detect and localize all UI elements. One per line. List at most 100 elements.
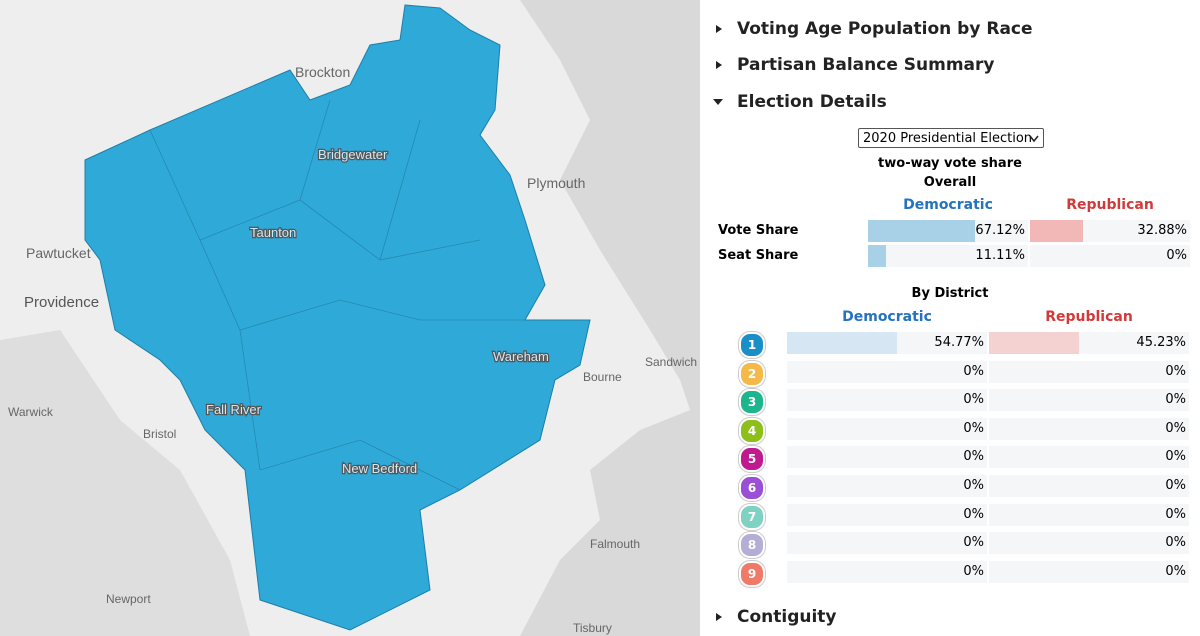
cell: 0% [787, 446, 987, 469]
collapse-icon[interactable] [714, 24, 724, 34]
cell-value: 0% [1165, 478, 1186, 493]
collapse-icon[interactable] [714, 60, 724, 70]
value-bar [868, 245, 886, 267]
map-label: Bridgewater [318, 147, 388, 162]
cell-value: 0% [1165, 363, 1186, 379]
column-header: Republican [1045, 309, 1133, 325]
cell-value: 0% [963, 449, 984, 465]
map-label: Warwick [8, 405, 54, 419]
cell-value: 0% [1165, 506, 1186, 522]
cell: 0% [787, 532, 987, 555]
cell: 0% [1030, 245, 1190, 267]
cell-value: 0% [1165, 392, 1186, 408]
election-select[interactable]: 2020 Presidential Election [858, 128, 1044, 148]
cell: 45.23% [989, 332, 1189, 354]
row-label: Seat Share [718, 248, 799, 263]
map-label: Newport [106, 592, 151, 606]
cell: 0% [989, 389, 1189, 412]
cell: 0% [989, 475, 1189, 497]
map-label: Fall River [206, 402, 262, 417]
cell-value: 0% [963, 392, 984, 408]
subtitle: two-way vote share [878, 156, 1022, 171]
cell: 0% [989, 417, 1189, 440]
cell: 0% [989, 560, 1189, 583]
cell-value: 45.23% [1136, 335, 1186, 350]
map-label: Tisbury [573, 621, 612, 635]
cell-value: 0% [1165, 563, 1186, 579]
cell: 0% [787, 475, 987, 497]
column-header: Democratic [842, 309, 932, 325]
column-header: Democratic [903, 197, 993, 213]
collapse-icon[interactable] [714, 612, 724, 622]
section-header[interactable]: Contiguity [737, 607, 837, 627]
side-panel: Voting Age Population by Race Partisan B… [700, 0, 1200, 636]
value-bar [868, 220, 976, 242]
district-badge: 3 [739, 389, 765, 416]
cell-value: 54.77% [934, 335, 984, 350]
cell: 11.11% [868, 245, 1028, 267]
cell: 0% [989, 446, 1189, 469]
cell: 67.12% [868, 220, 1028, 242]
expand-icon[interactable] [712, 97, 724, 107]
cell: 0% [787, 503, 987, 526]
cell: 54.77% [787, 332, 987, 354]
map-label: Providence [24, 294, 99, 311]
value-bar [787, 332, 897, 354]
overall-heading: Overall [923, 175, 977, 190]
map-label: Falmouth [590, 537, 640, 551]
district-1[interactable] [84, 4, 591, 631]
cell-value: 0% [963, 420, 984, 436]
cell-value: 32.88% [1137, 223, 1187, 238]
map-label: Plymouth [527, 175, 585, 191]
bay [0, 330, 250, 636]
cell-value: 67.12% [975, 223, 1025, 238]
precinct-lines [149, 99, 525, 491]
cell: 0% [787, 360, 987, 383]
value-bar [989, 332, 1080, 354]
cell: 0% [787, 389, 987, 412]
map-label: New Bedford [342, 461, 417, 476]
district-badge: 6 [739, 475, 765, 501]
district-badge: 7 [739, 503, 765, 530]
district-badge: 8 [739, 532, 765, 559]
cell-value: 0% [1165, 449, 1186, 465]
column-header: Republican [1066, 197, 1154, 213]
cell-value: 0% [1165, 420, 1186, 436]
map-label: Brockton [295, 64, 350, 80]
cell-value: 0% [1165, 535, 1186, 551]
cell-value: 0% [963, 506, 984, 522]
district-badge: 9 [739, 560, 765, 587]
district-badge: 1 [739, 332, 765, 358]
cell: 32.88% [1030, 220, 1190, 242]
water [520, 0, 700, 636]
map-label: Pawtucket [26, 245, 91, 261]
district-badge: 2 [739, 360, 765, 387]
cell: 0% [989, 360, 1189, 383]
cell-value: 0% [963, 478, 984, 493]
cell-value: 0% [963, 563, 984, 579]
district-badge: 5 [739, 446, 765, 473]
value-bar [1030, 220, 1083, 242]
cell: 0% [787, 417, 987, 440]
map-label: Sandwich [645, 355, 697, 369]
map-label: Taunton [250, 225, 296, 240]
district-badge: 4 [739, 417, 765, 444]
cell-value: 11.11% [975, 248, 1025, 263]
row-label: Vote Share [718, 223, 799, 238]
section-header[interactable]: Partisan Balance Summary [737, 55, 995, 75]
cell-value: 0% [963, 535, 984, 551]
map-label: Bourne [583, 370, 622, 384]
map[interactable]: Brockton Bridgewater Plymouth Taunton Pa… [0, 0, 700, 636]
cell: 0% [787, 560, 987, 583]
section-header[interactable]: Election Details [737, 92, 887, 112]
select-text: 2020 Presidential Election [863, 131, 1033, 146]
cell-value: 0% [963, 363, 984, 379]
cell: 0% [989, 503, 1189, 526]
cell-value: 0% [1166, 248, 1187, 263]
section-header[interactable]: Voting Age Population by Race [737, 19, 1033, 39]
district-heading: By District [911, 286, 989, 301]
map-label: Bristol [143, 427, 176, 441]
cell: 0% [989, 532, 1189, 555]
map-label: Wareham [493, 349, 549, 364]
